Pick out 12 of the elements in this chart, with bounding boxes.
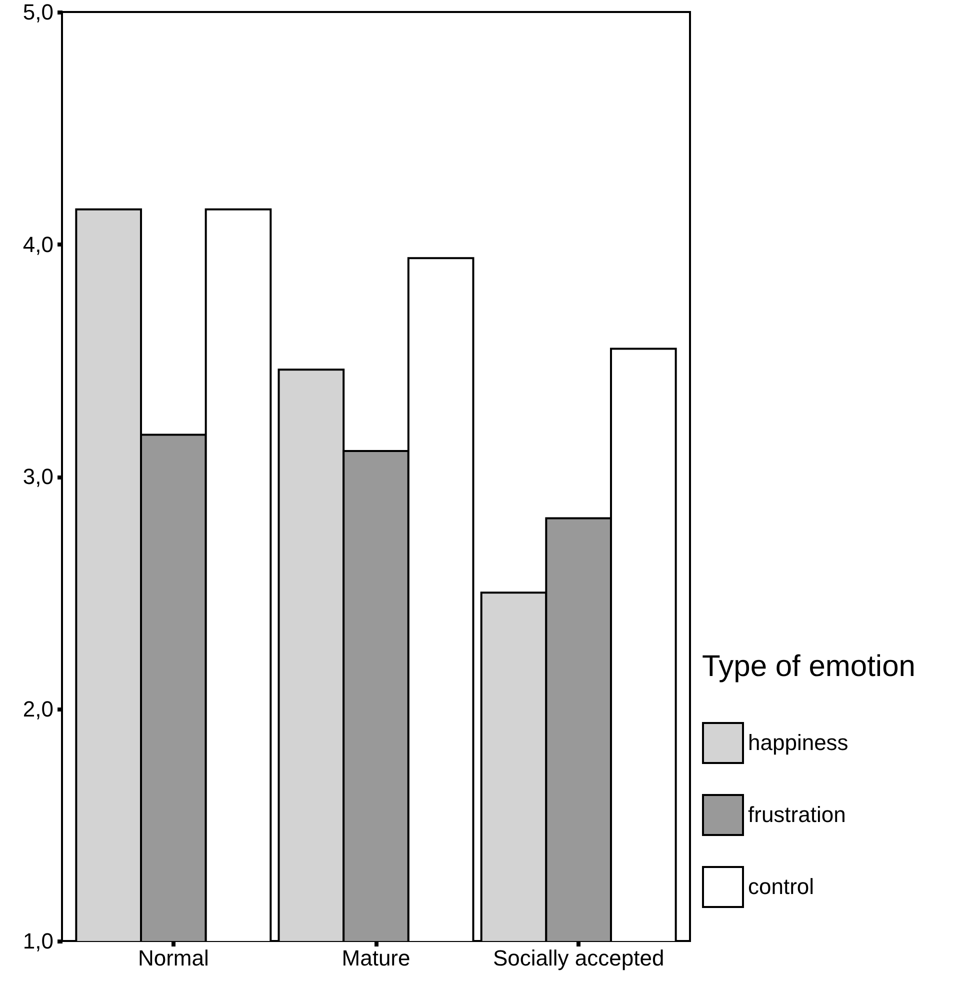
y-tick-label: 5,0 (22, 0, 54, 24)
y-tick-label: 3,0 (22, 464, 54, 489)
y-tick-label: 1,0 (22, 928, 54, 954)
y-tick-label: 4,0 (22, 232, 54, 257)
legend-label: happiness (748, 730, 848, 755)
x-tick-label: Normal (138, 946, 209, 970)
x-tick-label: Mature (342, 946, 410, 970)
legend-title: Type of emotion (702, 650, 916, 683)
x-tick-label: Socially accepted (492, 946, 664, 970)
legend-label: frustration (748, 802, 846, 827)
legend-label: control (748, 874, 814, 899)
y-tick-label: 2,0 (22, 696, 54, 722)
